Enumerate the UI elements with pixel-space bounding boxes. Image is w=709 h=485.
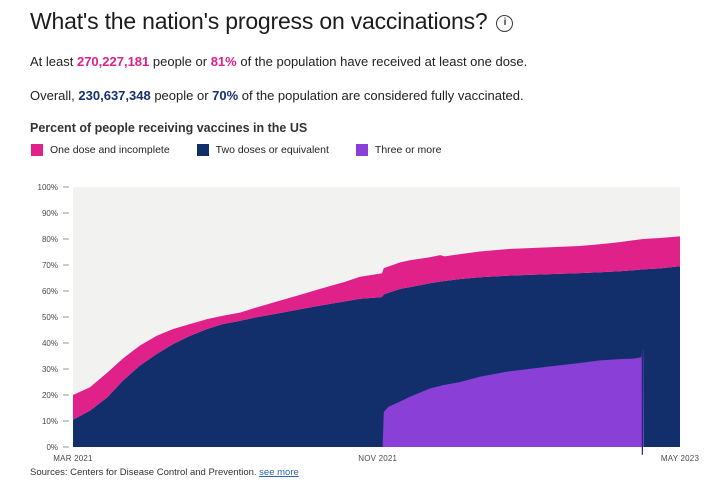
source-text: Sources: Centers for Disease Control and… [30, 467, 260, 478]
fully-vaccinated-count: 230,637,348 [78, 88, 151, 103]
y-tick-label: 70% [42, 261, 58, 270]
y-tick-label: 100% [38, 183, 58, 192]
legend-item-three-or-more: Three or more [355, 144, 442, 156]
y-tick-label: 90% [42, 209, 58, 218]
one-dose-count: 270,227,181 [76, 54, 150, 69]
one-dose-stat: At least 270,227,181 people or 81% of th… [30, 54, 527, 69]
y-tick-label: 0% [46, 443, 58, 452]
chart-legend: One dose and incomplete Two doses or equ… [31, 144, 468, 156]
y-tick-label: 20% [42, 391, 58, 400]
stat-prefix: Overall, [30, 88, 79, 103]
source-line: Sources: Centers for Disease Control and… [30, 467, 299, 478]
fully-vaccinated-stat: Overall, 230,637,348 people or 70% of th… [30, 88, 524, 103]
three-or-more-swatch-icon [355, 144, 368, 156]
chart-title: Percent of people receiving vaccines in … [30, 121, 308, 135]
one-dose-percent: 81% [210, 54, 237, 69]
y-tick-label: 10% [42, 417, 58, 426]
stat-mid: people or [149, 54, 211, 69]
legend-item-one-dose: One dose and incomplete [31, 144, 170, 156]
stat-suffix: of the population are considered fully v… [238, 88, 524, 103]
legend-label: Two doses or equivalent [215, 144, 329, 156]
stat-suffix: of the population have received at least… [236, 54, 528, 69]
see-more-link[interactable]: see more [259, 467, 299, 478]
one-dose-swatch-icon [31, 144, 43, 156]
two-doses-swatch-icon [196, 144, 209, 156]
y-tick-label: 80% [42, 235, 58, 244]
x-tick-label: MAY 2023 [661, 454, 700, 463]
y-tick-label: 40% [42, 339, 58, 348]
fully-vaccinated-percent: 70% [212, 88, 239, 103]
stat-prefix: At least [30, 54, 77, 69]
x-tick-label: MAR 2021 [53, 454, 93, 463]
y-tick-label: 60% [42, 287, 58, 296]
one-dose-area[interactable] [73, 236, 680, 420]
info-icon[interactable]: i [496, 14, 514, 32]
page-title: What's the nation's progress on vaccinat… [30, 8, 488, 34]
x-tick-label: NOV 2021 [358, 454, 397, 463]
legend-label: One dose and incomplete [50, 144, 170, 156]
three-or-more-area[interactable] [382, 349, 644, 447]
legend-label: Three or more [374, 144, 442, 156]
legend-item-two-doses: Two doses or equivalent [196, 144, 329, 156]
y-tick-label: 50% [42, 313, 58, 322]
stat-mid: people or [150, 88, 213, 103]
header: What's the nation's progress on vaccinat… [30, 8, 514, 35]
y-tick-label: 30% [42, 365, 58, 374]
